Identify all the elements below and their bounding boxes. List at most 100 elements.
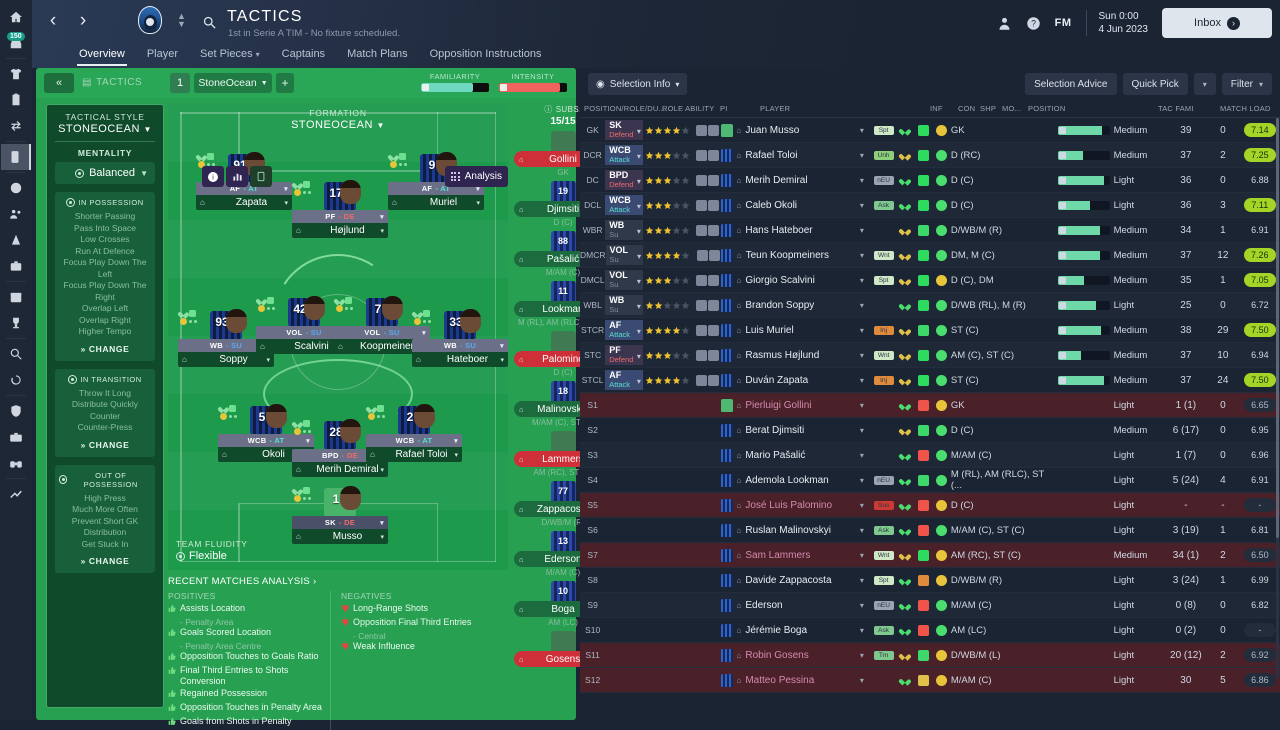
search-icon[interactable] — [1, 341, 31, 367]
chevron-down-icon[interactable]: ▾ — [859, 650, 864, 660]
pi-icon-1[interactable] — [696, 149, 708, 161]
player-card-icon[interactable] — [250, 166, 272, 187]
player-instructions[interactable] — [695, 124, 720, 136]
player-name-dropdown[interactable]: ⌂ Merih Demiral ▾ — [292, 462, 388, 477]
pitch-player-rafael-toloi[interactable]: 2 WCB - AT ▾ ⌂ Rafael Toloi ▾ — [366, 404, 462, 462]
club-icon[interactable] — [1, 398, 31, 424]
table-row[interactable]: S8 ⌂ Davide Zappacosta ▾ Spt D/WB/M (R) Light 3… — [580, 568, 1280, 593]
player-name-dropdown[interactable]: ⌂ Muriel ▾ — [388, 195, 484, 210]
table-row[interactable]: S5 ⌂ José Luis Palomino ▾ Sus D (C) Light - - - — [580, 493, 1280, 518]
table-row[interactable]: DMCR VOL Su ▾ ⌂ Teun Koopmeiners ▾ Wnt DM, M (C)… — [580, 243, 1280, 268]
table-row[interactable]: S9 ⌂ Ederson ▾ nEU M/AM (C) Light 0 (8) 0 6.82 — [580, 593, 1280, 618]
squad-icon[interactable] — [1, 61, 31, 87]
tab-set-pieces[interactable]: Set Pieces ▾ — [189, 44, 271, 66]
pi-icon-1[interactable] — [696, 349, 708, 361]
table-row[interactable]: DMCL VOL Su ▾ ⌂ Giorgio Scalvini ▾ Spt D (C), DM… — [580, 268, 1280, 293]
column-header[interactable]: MATCH LOAD — [1220, 104, 1271, 113]
role-duty-dropdown[interactable]: BPD Defend ▾ — [605, 170, 643, 190]
chevron-down-icon[interactable]: ▾ — [859, 475, 864, 485]
chevron-down-icon[interactable]: ▾ — [859, 600, 864, 610]
chevron-down-icon[interactable]: ▾ — [859, 175, 864, 185]
table-row[interactable]: S1 ⌂ Pierluigi Gollini ▾ GK Light 1 (1) 0 6.65 — [580, 393, 1280, 418]
player-instructions[interactable] — [695, 174, 720, 186]
chevron-down-icon[interactable]: ▾ — [859, 125, 864, 135]
player-instructions[interactable] — [695, 374, 720, 386]
staff-icon[interactable] — [1, 201, 31, 227]
player-cell[interactable]: ⌂ Giorgio Scalvini ▾ — [720, 273, 872, 287]
table-row[interactable]: S7 ⌂ Sam Lammers ▾ Wnt AM (RC), ST (C) Medium 3… — [580, 543, 1280, 568]
table-row[interactable]: S10 ⌂ Jérémie Boga ▾ Ask AM (LC) Light 0 (2) 0 - — [580, 618, 1280, 643]
table-row[interactable]: S12 ⌂ Matteo Pessina ▾ M/AM (C) Light 30 5 6.86 — [580, 668, 1280, 693]
pi-icon-1[interactable] — [696, 124, 708, 136]
column-header[interactable]: ROLE ABILITY — [662, 104, 715, 113]
tactic-name-dropdown[interactable]: StoneOcean ▼ — [194, 73, 272, 93]
column-header[interactable]: CON — [958, 104, 976, 113]
stats-icon[interactable] — [1, 481, 31, 507]
player-cell[interactable]: ⌂ Jérémie Boga ▾ — [720, 623, 872, 637]
change-button[interactable]: » CHANGE — [80, 556, 130, 566]
player-name-dropdown[interactable]: ⌂ Rafael Toloi ▾ — [366, 447, 462, 462]
inbox-button[interactable]: Inbox › — [1162, 8, 1272, 38]
tactical-style-name[interactable]: STONEOCEAN ▼ — [47, 122, 163, 141]
table-row[interactable]: STC PF Defend ▾ ⌂ Rasmus Højlund ▾ Wnt AM (C), S… — [580, 343, 1280, 368]
player-cell[interactable]: ⌂ Duván Zapata ▾ — [720, 373, 872, 387]
chevron-down-icon[interactable]: ▾ — [859, 150, 864, 160]
player-cell[interactable]: ⌂ Mario Pašalić ▾ — [720, 448, 872, 462]
player-instructions[interactable] — [695, 199, 720, 211]
chevron-down-icon[interactable]: ▾ — [859, 575, 864, 585]
transfers-icon[interactable] — [1, 113, 31, 139]
table-row[interactable]: GK SK Defend ▾ ⌂ Juan Musso ▾ Spt GK Medium 39 0 7.1… — [580, 118, 1280, 143]
role-duty-dropdown[interactable]: AF Attack ▾ — [605, 320, 643, 340]
pi-icon-1[interactable] — [696, 374, 708, 386]
recent-matches-title[interactable]: RECENT MATCHES ANALYSIS › — [168, 576, 317, 587]
chevron-down-icon[interactable]: ▾ — [859, 300, 864, 310]
tab-player[interactable]: Player — [136, 44, 189, 66]
pitch[interactable]: FORMATION STONEOCEAN ▼ i Analysis — [168, 104, 508, 570]
player-cell[interactable]: ⌂ Luis Muriel ▾ — [720, 323, 872, 337]
column-header[interactable]: TAC FAMI — [1158, 104, 1194, 113]
table-row[interactable]: DCL WCB Attack ▾ ⌂ Caleb Okoli ▾ Ask D (C) Light 3… — [580, 193, 1280, 218]
stats-bar-icon[interactable] — [226, 166, 248, 187]
collapse-button[interactable]: « — [44, 73, 74, 93]
player-cell[interactable]: ⌂ Merih Demiral ▾ — [720, 173, 872, 187]
player-instructions[interactable] — [695, 224, 720, 236]
role-duty-dropdown[interactable]: AF Attack ▾ — [605, 370, 643, 390]
analysis-button[interactable]: Analysis — [444, 166, 508, 187]
pi-icon-2[interactable] — [708, 299, 720, 311]
tab-match-plans[interactable]: Match Plans — [336, 44, 419, 66]
medical-icon[interactable] — [1, 253, 31, 279]
player-cell[interactable]: ⌂ Sam Lammers ▾ — [720, 548, 872, 562]
pi-icon-1[interactable] — [696, 174, 708, 186]
player-name-dropdown[interactable]: ⌂ Højlund ▾ — [292, 223, 388, 238]
schedule-icon[interactable] — [1, 284, 31, 310]
table-scrollbar[interactable] — [1276, 118, 1279, 678]
mentality-dropdown[interactable]: Balanced ▼ — [55, 162, 155, 184]
table-row[interactable]: S4 ⌂ Ademola Lookman ▾ nEU M (RL), AM (RLC), … — [580, 468, 1280, 493]
column-header[interactable]: PI — [720, 104, 728, 113]
pi-icon-2[interactable] — [708, 324, 720, 336]
chevron-down-icon[interactable]: ▾ — [859, 550, 864, 560]
player-cell[interactable]: ⌂ Robin Gosens ▾ — [720, 648, 872, 662]
pi-icon-2[interactable] — [708, 199, 720, 211]
pi-icon-1[interactable] — [696, 274, 708, 286]
chevron-down-icon[interactable]: ▾ — [859, 425, 864, 435]
finances-icon[interactable] — [1, 424, 31, 450]
role-duty-dropdown[interactable]: PF Defend ▾ — [605, 345, 643, 365]
pi-icon-2[interactable] — [708, 249, 720, 261]
pi-icon-2[interactable] — [708, 349, 720, 361]
pitch-player-hateboer[interactable]: 33 WB - SU ▾ ⌂ Hateboer ▾ — [412, 309, 508, 367]
player-cell[interactable]: ⌂ Ruslan Malinovskyi ▾ — [720, 523, 872, 537]
pi-icon-1[interactable] — [696, 224, 708, 236]
tactic-slot-number[interactable]: 1 — [170, 73, 190, 93]
chevron-down-icon[interactable]: ▾ — [859, 450, 864, 460]
formation-name[interactable]: STONEOCEAN ▼ — [168, 119, 508, 131]
help-icon[interactable]: ? — [1026, 16, 1041, 31]
club-crest-icon[interactable] — [135, 5, 165, 37]
column-header[interactable]: MO... — [1002, 104, 1022, 113]
back-arrow-icon[interactable]: ‹ — [49, 10, 57, 31]
player-cell[interactable]: ⌂ Hans Hateboer ▾ — [720, 223, 872, 237]
player-name-dropdown[interactable]: ⌂ Soppy ▾ — [178, 352, 274, 367]
chevron-down-icon[interactable]: ▾ — [859, 625, 864, 635]
chevron-down-icon[interactable]: ▾ — [859, 325, 864, 335]
